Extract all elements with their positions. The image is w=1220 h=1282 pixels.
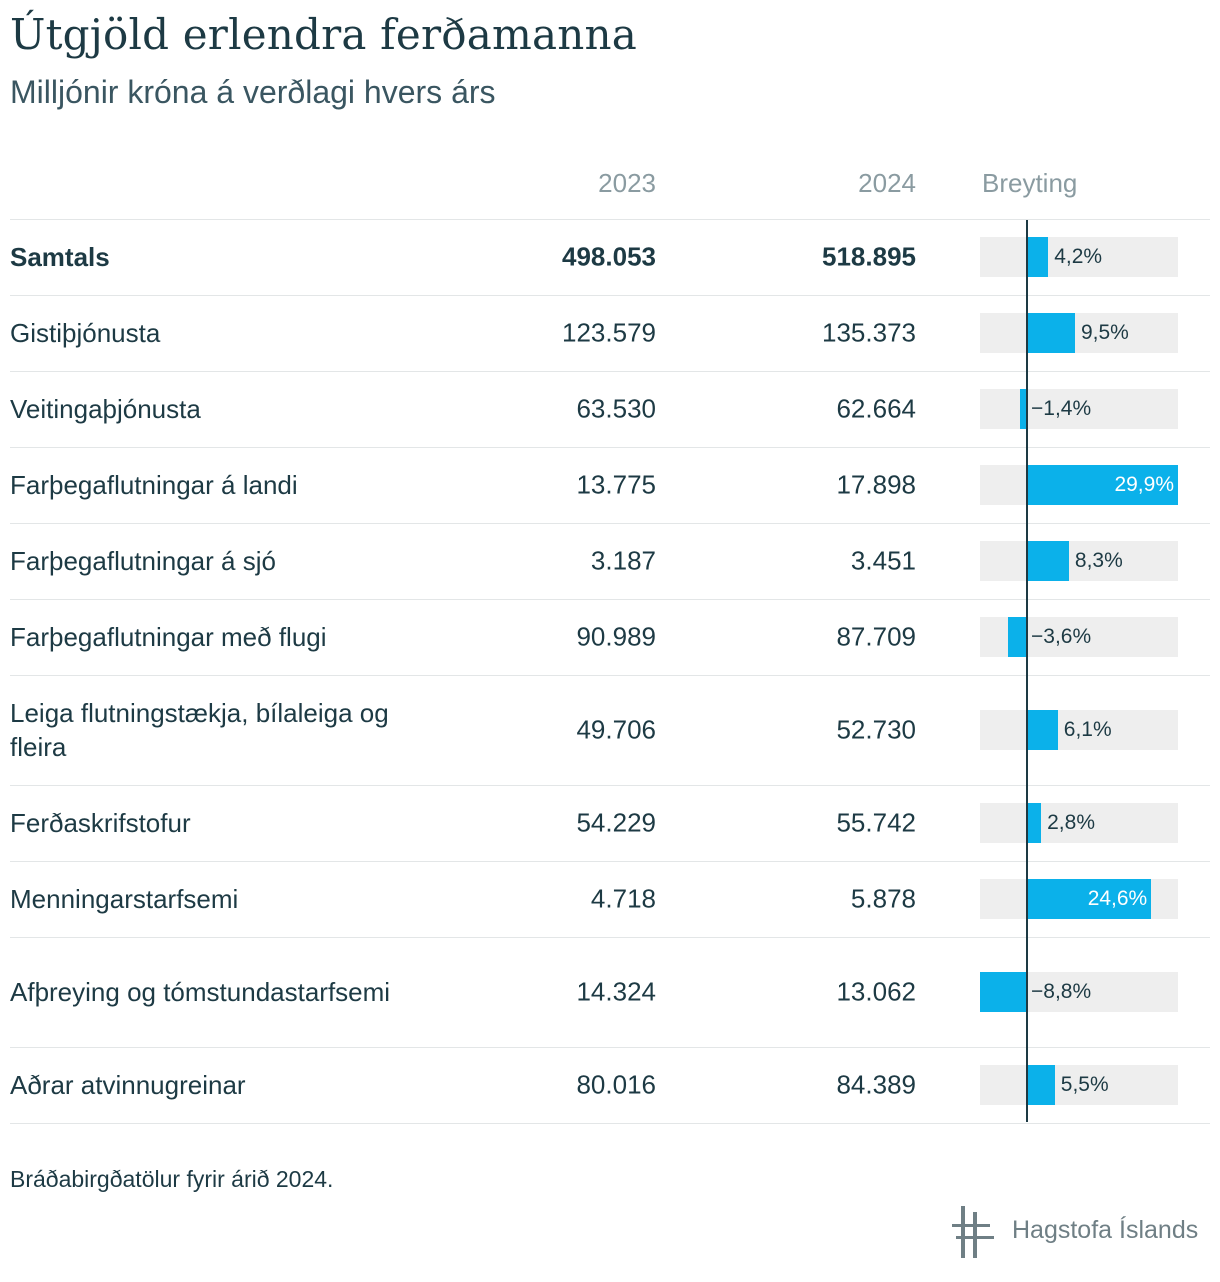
- change-label: −1,4%: [1031, 397, 1092, 420]
- hagstofa-logo-icon: [952, 1206, 994, 1258]
- table-rule: [10, 523, 1210, 524]
- table-row: Ferðaskrifstofur 54.229 55.742 2,8%: [0, 785, 1220, 861]
- change-label: 4,2%: [1054, 245, 1103, 268]
- change-label: 8,3%: [1074, 549, 1123, 572]
- table-rule: [10, 861, 1210, 862]
- value-2024: 13.062: [836, 976, 916, 1007]
- row-label: Ferðaskrifstofur: [10, 808, 191, 838]
- value-2024: 55.742: [836, 807, 916, 838]
- table-rule: [10, 295, 1210, 296]
- table-rule: [10, 1047, 1210, 1048]
- column-header-2023: 2023: [598, 168, 656, 198]
- value-2024: 87.709: [836, 621, 916, 652]
- value-2023: 80.016: [576, 1069, 656, 1100]
- table-row: Farþegaflutningar með flugi 90.989 87.709 −…: [0, 599, 1220, 675]
- row-label: Gistiþjónusta: [10, 318, 161, 348]
- row-label: Farþegaflutningar með flugi: [10, 622, 327, 652]
- value-2024: 3.451: [850, 545, 916, 576]
- value-2023: 14.324: [576, 976, 656, 1007]
- change-bar: [1027, 465, 1178, 505]
- table-rule: [10, 937, 1210, 938]
- change-bar: [1027, 1065, 1055, 1105]
- table-rule: [10, 675, 1210, 676]
- row-label: Menningarstarfsemi: [10, 884, 239, 914]
- change-label: −3,6%: [1031, 625, 1092, 648]
- table-row: Veitingaþjónusta 63.530 62.664 −1,4%: [0, 371, 1220, 447]
- row-label: Farþegaflutningar á sjó: [10, 546, 276, 576]
- table-rule: [10, 599, 1210, 600]
- table-rule: [10, 371, 1210, 372]
- table-row: Afþreying og tómstundastarfsemi 14.324 13.…: [0, 937, 1220, 1047]
- value-2023: 123.579: [562, 317, 656, 348]
- change-track: −8,8%: [980, 972, 1178, 1012]
- change-bar: [1019, 389, 1027, 429]
- change-track: 5,5%: [980, 1065, 1178, 1105]
- value-2023: 3.187: [590, 545, 656, 576]
- value-2023: 49.706: [576, 714, 656, 745]
- table-row: Menningarstarfsemi 4.718 5.878 24,6%: [0, 861, 1220, 937]
- change-bar: [1027, 879, 1152, 919]
- change-track: 6,1%: [980, 710, 1178, 750]
- value-2023: 63.530: [576, 393, 656, 424]
- row-label: Farþegaflutningar á landi: [10, 470, 298, 500]
- change-bar: [980, 972, 1027, 1012]
- change-track: 8,3%: [980, 541, 1178, 581]
- row-label: Samtals: [10, 242, 110, 272]
- change-label: 5,5%: [1060, 1073, 1109, 1096]
- value-2024: 84.389: [836, 1069, 916, 1100]
- change-track: 9,5%: [980, 313, 1178, 353]
- value-2024: 17.898: [836, 469, 916, 500]
- change-track: −3,6%: [980, 617, 1178, 657]
- row-label: Veitingaþjónusta: [10, 394, 201, 424]
- change-track: 24,6%: [980, 879, 1178, 919]
- footnote: Bráðabirgðatölur fyrir árið 2024.: [10, 1166, 334, 1192]
- value-2023: 54.229: [576, 807, 656, 838]
- change-bar: [1027, 237, 1049, 277]
- change-track: 4,2%: [980, 237, 1178, 277]
- column-header-2024: 2024: [858, 168, 916, 198]
- table-row: Farþegaflutningar á landi 13.775 17.898 29,…: [0, 447, 1220, 523]
- value-2024: 5.878: [850, 883, 916, 914]
- table-rule: [10, 219, 1210, 220]
- zero-axis-line: [1026, 220, 1028, 1122]
- value-2023: 90.989: [576, 621, 656, 652]
- chart-subtitle: Milljónir króna á verðlagi hvers árs: [10, 74, 496, 110]
- change-label: −8,8%: [1031, 980, 1092, 1003]
- table-rule: [10, 447, 1210, 448]
- change-label: 29,9%: [1114, 473, 1174, 496]
- change-track: 2,8%: [980, 803, 1178, 843]
- change-bar: [1007, 617, 1027, 657]
- change-label: 9,5%: [1080, 321, 1129, 344]
- logo-text: Hagstofa Íslands: [1012, 1216, 1199, 1244]
- table-rule: [10, 1123, 1210, 1124]
- row-label: Afþreying og tómstundastarfsemi: [10, 977, 391, 1007]
- change-bar: [1027, 313, 1075, 353]
- row-label: Leiga flutningstækja, bílaleiga og fleir…: [10, 698, 389, 762]
- change-bar: [1027, 710, 1058, 750]
- value-2024: 62.664: [836, 393, 916, 424]
- value-2024: 135.373: [822, 317, 916, 348]
- value-2023: 498.053: [562, 241, 656, 272]
- column-header-change: Breyting: [982, 168, 1078, 198]
- row-label: Aðrar atvinnugreinar: [10, 1070, 246, 1100]
- change-bar: [1027, 803, 1042, 843]
- change-label: 24,6%: [1087, 887, 1148, 910]
- change-label: 6,1%: [1063, 718, 1112, 741]
- value-2024: 518.895: [822, 241, 916, 272]
- table-row: Farþegaflutningar á sjó 3.187 3.451 8,3%: [0, 523, 1220, 599]
- change-track: −1,4%: [980, 389, 1178, 429]
- table-rule: [10, 785, 1210, 786]
- table-row: Aðrar atvinnugreinar 80.016 84.389 5,5%: [0, 1047, 1220, 1123]
- table-row: Gistiþjónusta 123.579 135.373 9,5%: [0, 295, 1220, 371]
- chart-title: Útgjöld erlendra ferðamanna: [10, 10, 637, 59]
- value-2023: 4.718: [590, 883, 656, 914]
- change-label: 2,8%: [1047, 811, 1095, 834]
- hagstofa-logo: Hagstofa Íslands: [952, 1206, 1202, 1258]
- change-track: 29,9%: [980, 465, 1178, 505]
- table-row: Samtals 498.053 518.895 4,2%: [0, 219, 1220, 295]
- change-bar: [1027, 541, 1069, 581]
- table-row: Leiga flutningstækja, bílaleiga og fleir…: [0, 675, 1220, 785]
- value-2023: 13.775: [576, 469, 656, 500]
- value-2024: 52.730: [836, 714, 916, 745]
